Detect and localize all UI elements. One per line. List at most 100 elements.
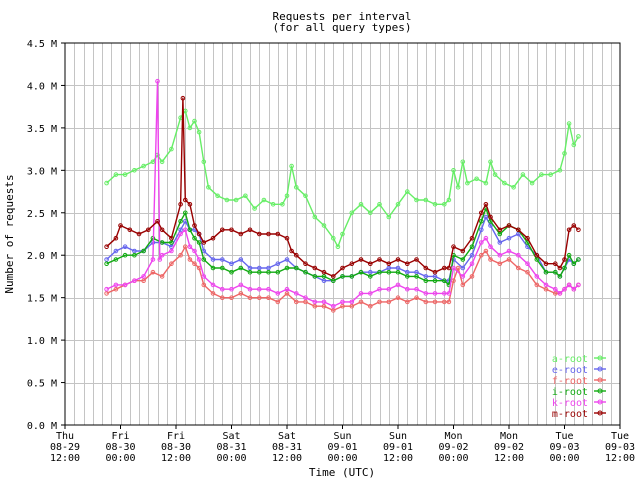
data-point [525,261,530,267]
data-point [141,248,146,254]
x-tick-label: 09-01 [383,442,413,453]
data-point [169,248,174,254]
data-point [442,299,447,305]
data-point [178,219,183,224]
data-point [432,299,438,305]
data-point [192,235,197,241]
data-point [303,295,308,301]
data-point [141,278,146,284]
data-point [178,227,183,233]
data-point [159,227,165,233]
data-point [132,252,137,258]
data-point [395,295,401,301]
x-tick-label: 12:00 [383,453,413,464]
data-point [331,278,336,284]
data-point [275,261,281,267]
x-tick-label: Mon [444,431,462,442]
data-point [210,257,216,262]
data-point [395,257,401,262]
x-tick-label: 09-02 [438,442,468,453]
data-point [516,265,521,271]
data-point [520,172,526,177]
data-point [233,197,239,203]
x-tick-label: Sat [222,431,240,442]
data-point [469,274,475,279]
legend-label: m-root [552,409,588,420]
data-point [340,265,345,271]
data-point [576,282,581,288]
data-point [405,274,410,279]
x-tick-label: 08-31 [216,442,246,453]
data-point [455,185,461,190]
data-point [562,265,567,271]
data-point [566,282,572,288]
data-point [405,286,410,292]
data-point [229,286,234,292]
data-point [284,291,290,296]
data-point [460,282,466,288]
data-point [460,274,466,279]
data-point [270,202,276,207]
data-point [516,227,521,233]
data-point [284,235,290,241]
data-point [187,244,193,249]
data-point [136,231,142,237]
data-point [451,244,456,249]
data-point [275,299,281,305]
data-point [483,202,489,207]
data-point [497,231,503,237]
data-point [238,291,244,296]
data-point [395,269,401,275]
data-point [238,231,244,237]
data-point [201,282,207,288]
data-point [423,274,429,279]
data-point [261,197,267,203]
data-point [266,295,271,301]
legend-marker [597,366,603,372]
y-tick-label: 0.5 M [27,379,57,390]
data-point [113,257,119,262]
data-point [548,172,553,177]
data-point [247,295,253,301]
grid-lines [65,43,620,425]
x-tick-label: 08-30 [161,442,191,453]
data-point [132,278,137,284]
data-point [275,231,281,237]
data-point [238,265,244,271]
data-point [122,172,128,177]
data-point [423,265,429,271]
x-tick-label: Tue [611,431,629,442]
data-point [479,240,484,245]
data-point [321,269,327,275]
data-point [571,223,577,228]
x-tick-label: 00:00 [327,453,357,464]
data-point [104,244,109,249]
data-point [405,261,410,267]
x-tick-label: 08-30 [105,442,135,453]
data-point [349,210,355,216]
data-point [553,291,558,296]
x-tick-label: Tue [555,431,573,442]
data-point [469,244,475,249]
data-point [183,210,188,216]
data-point [210,265,216,271]
data-point [386,265,392,271]
data-point [104,261,109,267]
y-tick-label: 1.0 M [27,336,57,347]
data-point [247,227,253,233]
data-point [442,265,447,271]
data-point [446,299,452,305]
data-point [340,299,345,305]
data-point [539,172,544,177]
data-point [312,214,318,220]
data-point [483,180,489,186]
x-tick-label: Fri [167,431,185,442]
data-point [257,286,262,292]
data-point [169,146,174,152]
data-point [132,248,137,254]
data-point [377,257,382,262]
data-point [289,248,294,254]
x-tick-label: 09-01 [327,442,357,453]
data-point [525,269,530,275]
y-axis-label: Number of requests [3,174,16,293]
